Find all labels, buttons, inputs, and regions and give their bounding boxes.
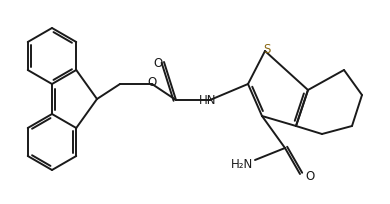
Text: O: O	[305, 170, 314, 183]
Text: H₂N: H₂N	[231, 159, 253, 172]
Text: O: O	[153, 57, 163, 70]
Text: S: S	[263, 43, 271, 56]
Text: HN: HN	[199, 94, 217, 107]
Text: O: O	[147, 76, 157, 89]
